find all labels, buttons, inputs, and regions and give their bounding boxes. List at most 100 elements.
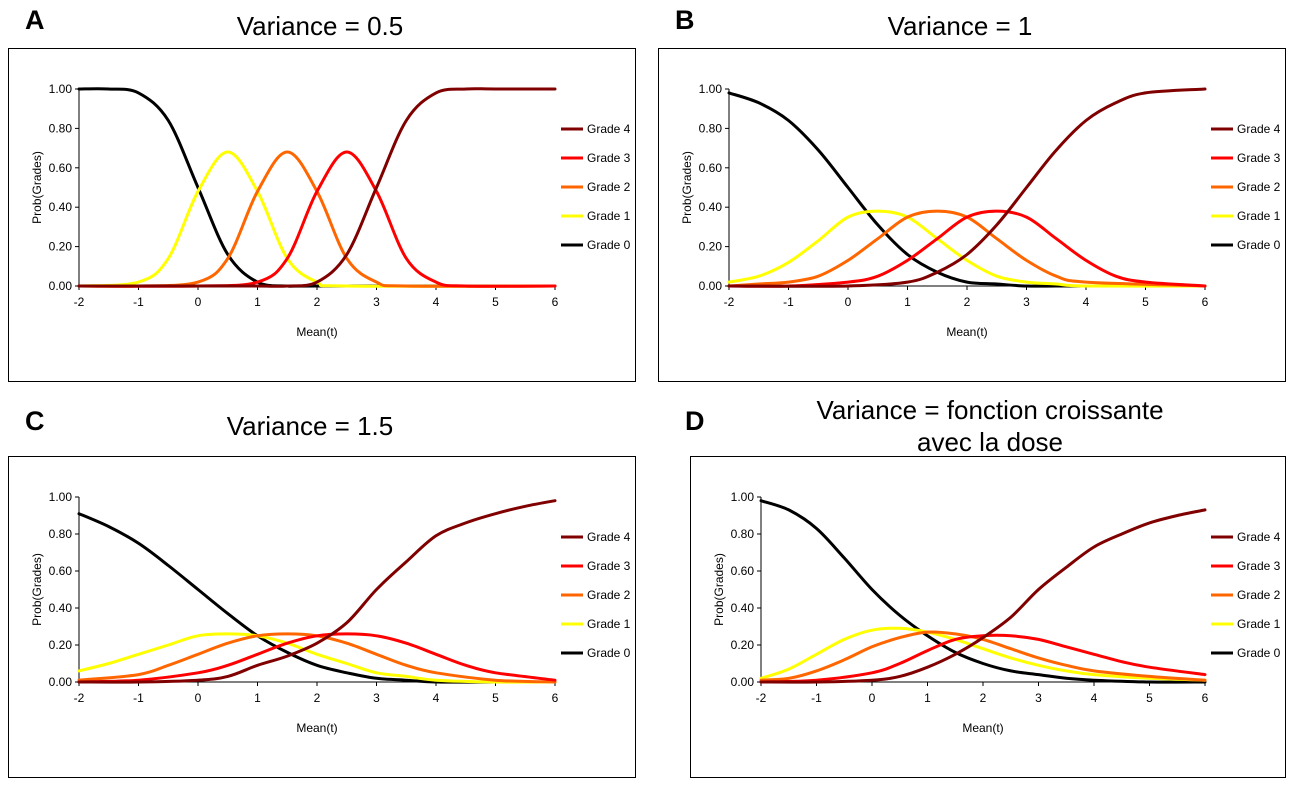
panel-c-title-line-1: Variance = 1.5 (226, 411, 394, 441)
x-tick-label: 4 (1083, 295, 1090, 309)
legend-label-grade-3: Grade 3 (1237, 559, 1281, 573)
legend-label-grade-0: Grade 0 (587, 646, 631, 660)
x-tick-label: -2 (756, 691, 767, 705)
y-tick-label: 1.00 (49, 490, 73, 504)
x-axis-label: Mean(t) (296, 721, 337, 735)
y-axis-label: Prob(Grades) (680, 151, 694, 224)
y-axis-label: Prob(Grades) (30, 151, 44, 224)
y-tick-label: 0.60 (49, 161, 73, 175)
panel-d-chart: 0.00 0.20 0.40 0.60 0.80 1.00 -2 -1 0 1 2 3 4 5 6 Mean(… (712, 490, 1281, 735)
series-line-grade-4 (759, 508, 1207, 684)
y-tick-label: 0.80 (699, 121, 723, 135)
series-line-grade-2 (77, 150, 557, 288)
x-tick-label: 0 (845, 295, 852, 309)
legend-label-grade-0: Grade 0 (587, 238, 631, 252)
x-tick-label: -1 (811, 691, 822, 705)
legend-label-grade-3: Grade 3 (587, 151, 631, 165)
legend-label-grade-3: Grade 3 (587, 559, 631, 573)
panel-d-title-line-2: avec la dose (917, 427, 1063, 457)
x-tick-label: -2 (74, 295, 85, 309)
x-tick-label: 6 (552, 295, 559, 309)
legend-label-grade-4: Grade 4 (587, 530, 631, 544)
panel-a-chart: 0.00 0.20 0.40 0.60 0.80 1.00 -2 -1 0 1 2 3 4 5 6 Mean(… (30, 82, 631, 339)
x-tick-label: 4 (433, 295, 440, 309)
y-tick-label: 0.00 (49, 675, 73, 689)
panel-c-letter: C (25, 406, 45, 436)
x-tick-label: 0 (195, 691, 202, 705)
legend-label-grade-1: Grade 1 (587, 209, 631, 223)
series-line-grade-4 (77, 499, 557, 684)
series-line-grade-2 (759, 630, 1207, 682)
x-tick-label: 3 (373, 295, 380, 309)
legend-label-grade-1: Grade 1 (1237, 617, 1281, 631)
series-line-grade-3 (759, 633, 1207, 684)
series-line-grade-1 (727, 209, 1207, 288)
legend-label-grade-0: Grade 0 (1237, 646, 1281, 660)
y-tick-label: 0.60 (49, 564, 73, 578)
series-line-grade-4 (727, 87, 1207, 288)
legend-label-grade-0: Grade 0 (1237, 238, 1281, 252)
y-tick-label: 0.80 (49, 121, 73, 135)
y-tick-label: 0.40 (699, 200, 723, 214)
x-tick-label: 5 (1142, 295, 1149, 309)
series-line-grade-3 (77, 150, 557, 288)
y-axis-label: Prob(Grades) (712, 553, 726, 626)
x-tick-label: 1 (904, 295, 911, 309)
x-tick-label: 2 (314, 691, 321, 705)
panel-b-letter: B (675, 5, 695, 35)
legend-label-grade-2: Grade 2 (1237, 180, 1281, 194)
x-tick-label: 5 (492, 295, 499, 309)
y-tick-label: 0.00 (49, 279, 73, 293)
x-tick-label: 4 (1091, 691, 1098, 705)
y-tick-label: 0.40 (731, 601, 755, 615)
legend-label-grade-2: Grade 2 (587, 588, 631, 602)
series-line-grade-0 (759, 499, 1207, 684)
panel-c-chart: 0.00 0.20 0.40 0.60 0.80 1.00 -2 -1 0 1 2 3 4 5 6 Mean(… (30, 490, 631, 735)
x-tick-label: -1 (133, 691, 144, 705)
series-line-grade-1 (77, 632, 557, 684)
legend-label-grade-1: Grade 1 (587, 617, 631, 631)
y-tick-label: 0.20 (731, 638, 755, 652)
x-tick-label: 6 (1202, 295, 1209, 309)
legend-label-grade-1: Grade 1 (1237, 209, 1281, 223)
series-line-grade-3 (727, 209, 1207, 288)
x-tick-label: 0 (195, 295, 202, 309)
series-line-grade-0 (77, 87, 557, 288)
y-axis-label: Prob(Grades) (30, 553, 44, 626)
panel-a-chart-box: 0.00 0.20 0.40 0.60 0.80 1.00 -2 -1 0 1 2 3 4 5 6 Mean(… (8, 48, 636, 382)
series-line-grade-0 (727, 91, 1207, 288)
x-tick-label: -1 (133, 295, 144, 309)
series-line-grade-2 (77, 632, 557, 684)
y-tick-label: 0.40 (49, 200, 73, 214)
y-tick-label: 0.00 (699, 279, 723, 293)
x-tick-label: 1 (924, 691, 931, 705)
y-tick-label: 0.00 (731, 675, 755, 689)
y-tick-label: 0.60 (731, 564, 755, 578)
y-tick-label: 0.80 (731, 527, 755, 541)
legend-label-grade-3: Grade 3 (1237, 151, 1281, 165)
x-tick-label: -2 (74, 691, 85, 705)
series-line-grade-3 (77, 632, 557, 684)
y-tick-label: 0.40 (49, 601, 73, 615)
x-tick-label: 4 (433, 691, 440, 705)
legend-label-grade-2: Grade 2 (1237, 588, 1281, 602)
x-tick-label: 3 (373, 691, 380, 705)
x-tick-label: 5 (492, 691, 499, 705)
panel-a-title: Variance = 0.5 (180, 10, 460, 42)
x-tick-label: 0 (869, 691, 876, 705)
panel-b-chart-box: 0.00 0.20 0.40 0.60 0.80 1.00 -2 -1 0 1 2 3 4 5 6 Mean(… (658, 48, 1286, 382)
panel-c-title: Variance = 1.5 (170, 410, 450, 442)
x-tick-label: 1 (254, 691, 261, 705)
panel-b-title-line-1: Variance = 1 (887, 11, 1033, 41)
panel-d-title-line-1: Variance = fonction croissante (816, 395, 1164, 425)
x-axis-label: Mean(t) (946, 325, 987, 339)
y-tick-label: 0.80 (49, 527, 73, 541)
x-tick-label: 3 (1023, 295, 1030, 309)
panel-a-title-line-1: Variance = 0.5 (236, 11, 404, 41)
series-line-grade-4 (77, 87, 557, 288)
x-tick-label: 2 (980, 691, 987, 705)
series-line-grade-2 (727, 209, 1207, 288)
panel-c-chart-box: 0.00 0.20 0.40 0.60 0.80 1.00 -2 -1 0 1 2 3 4 5 6 Mean(… (8, 456, 636, 778)
series-line-grade-1 (77, 150, 557, 288)
panel-d-title: Variance = fonction croissante avec la d… (760, 394, 1220, 458)
